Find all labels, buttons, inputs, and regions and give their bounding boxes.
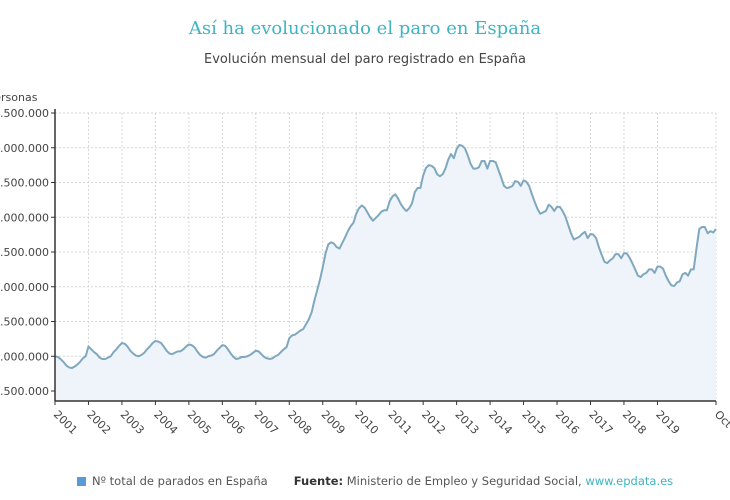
x-tick-label: 2019 bbox=[653, 408, 682, 437]
x-tick-label: 2017 bbox=[586, 408, 615, 437]
x-tick-label: 2007 bbox=[252, 408, 281, 437]
area-fill bbox=[55, 144, 716, 401]
y-tick-label: 5.000.000 bbox=[0, 142, 49, 155]
x-tick-label: 2013 bbox=[452, 408, 481, 437]
x-tick-label: 2002 bbox=[84, 408, 113, 437]
x-tick-label: 2012 bbox=[419, 408, 448, 437]
source-label: Fuente: bbox=[293, 474, 344, 488]
legend-swatch-icon bbox=[77, 476, 86, 486]
x-tick-label: 2003 bbox=[118, 408, 147, 437]
x-tick-label: 2001 bbox=[51, 408, 80, 437]
legend: Nº total de parados en España Fuente: Mi… bbox=[77, 474, 673, 488]
x-tick-label: 2016 bbox=[553, 408, 582, 437]
y-axis-title: Personas bbox=[0, 91, 38, 104]
x-tick-label: 2010 bbox=[352, 408, 381, 437]
y-tick-label: 2.500.000 bbox=[0, 316, 49, 329]
x-axis-labels: 2001 2002 2003 2004 2005 2006 2007 2008 2009 2010… bbox=[51, 408, 730, 437]
x-tick-label: 2008 bbox=[285, 408, 314, 437]
x-tick-label: 2006 bbox=[218, 408, 247, 437]
x-tick-label: 2018 bbox=[620, 408, 649, 437]
x-tick-label: 2011 bbox=[386, 408, 415, 437]
source-link[interactable]: www.epdata.es bbox=[585, 474, 674, 488]
y-tick-label: 5.500.000 bbox=[0, 107, 49, 120]
y-tick-label: 4.000.000 bbox=[0, 211, 49, 224]
y-tick-label: 3.500.000 bbox=[0, 246, 49, 259]
x-tick-label: 2009 bbox=[319, 408, 348, 437]
legend-series-label[interactable]: Nº total de parados en España bbox=[92, 474, 268, 488]
x-tick-label: 2014 bbox=[486, 408, 515, 437]
source-note: Fuente: Ministerio de Empleo y Seguridad… bbox=[294, 474, 673, 488]
source-text: Ministerio de Empleo y Seguridad Social, bbox=[346, 474, 582, 488]
area-layer bbox=[54, 143, 717, 401]
axes bbox=[51, 109, 717, 405]
y-tick-label: 2.000.000 bbox=[0, 350, 49, 363]
y-tick-label: 4.500.000 bbox=[0, 177, 49, 190]
chart-title: Así ha evolucionado el paro en España bbox=[188, 18, 542, 39]
chart-subtitle: Evolución mensual del paro registrado en… bbox=[204, 52, 526, 67]
x-tick-label: 2005 bbox=[185, 408, 214, 437]
y-tick-label: 3.000.000 bbox=[0, 281, 49, 294]
x-tick-label: 2015 bbox=[519, 408, 548, 437]
y-axis-labels: 5.500.000 5.000.000 4.500.000 4.000.000 3.50… bbox=[0, 107, 49, 398]
x-tick-label: 2004 bbox=[151, 408, 180, 437]
series-line bbox=[54, 143, 717, 370]
x-tick-label: Oct bbox=[712, 408, 730, 431]
y-tick-label: 1.500.000 bbox=[0, 385, 49, 398]
line-chart: 5.500.000 5.000.000 4.500.000 4.000.000 3.50… bbox=[0, 91, 730, 437]
